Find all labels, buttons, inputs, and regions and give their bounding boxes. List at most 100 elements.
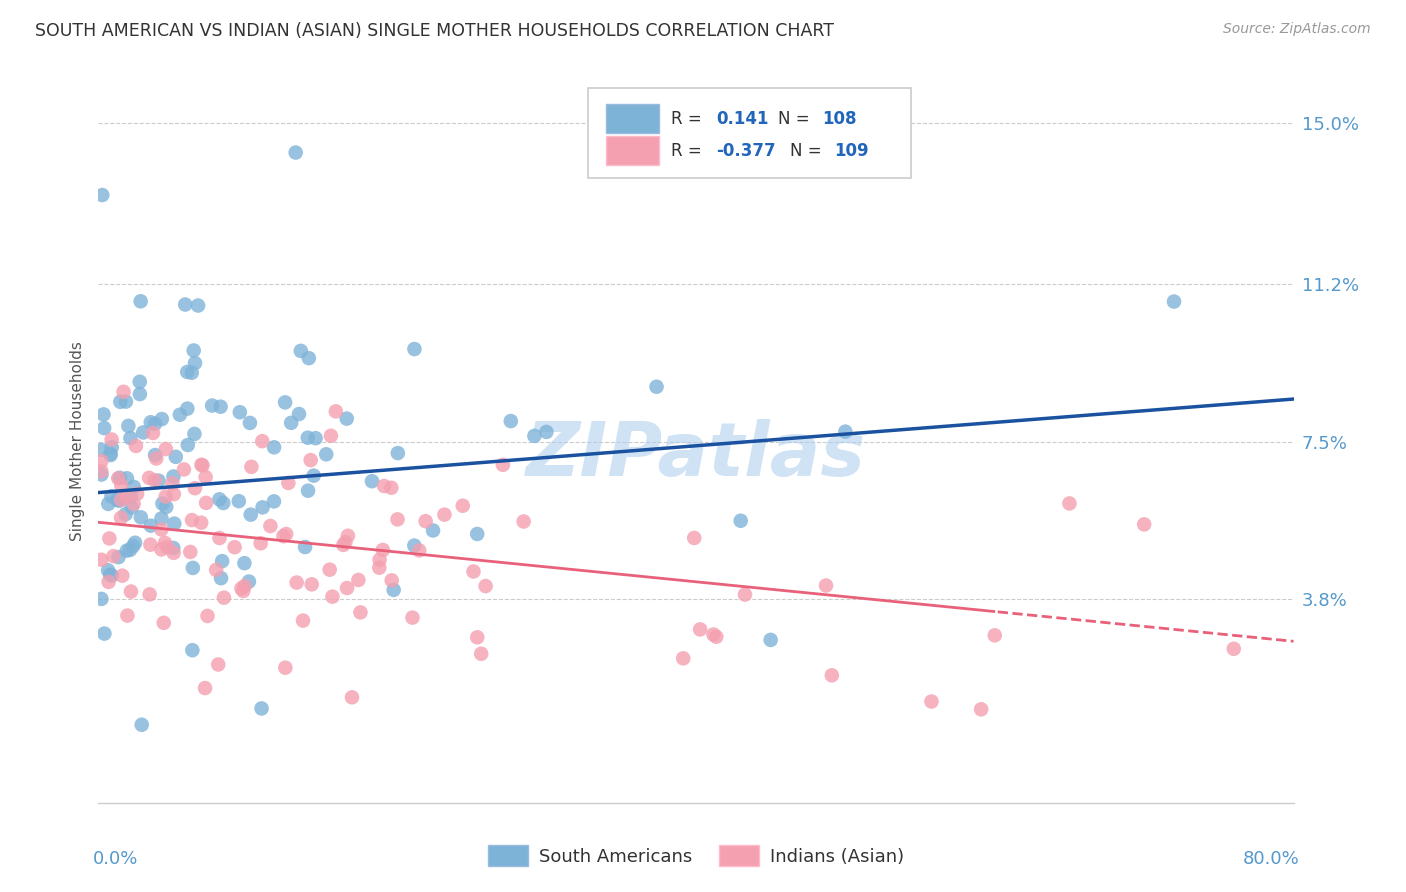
Point xyxy=(208,492,231,507)
Point xyxy=(212,496,235,510)
Point xyxy=(201,399,224,413)
Point xyxy=(138,587,160,601)
Legend: South Americans, Indians (Asian): South Americans, Indians (Asian) xyxy=(481,838,911,873)
Point xyxy=(90,464,112,478)
Point xyxy=(105,492,128,507)
Point xyxy=(304,431,326,445)
Text: N =: N = xyxy=(790,142,827,160)
Text: 80.0%: 80.0% xyxy=(1243,850,1299,868)
Point xyxy=(231,582,253,596)
Text: SOUTH AMERICAN VS INDIAN (ASIAN) SINGLE MOTHER HOUSEHOLDS CORRELATION CHART: SOUTH AMERICAN VS INDIAN (ASIAN) SINGLE … xyxy=(35,22,834,40)
Point xyxy=(319,429,342,443)
Text: 0.141: 0.141 xyxy=(716,110,769,128)
Point xyxy=(233,579,256,593)
Point xyxy=(252,434,274,449)
Point xyxy=(194,470,217,484)
Y-axis label: Single Mother Households: Single Mother Households xyxy=(69,342,84,541)
Point xyxy=(187,299,209,313)
Point xyxy=(110,510,132,524)
Text: 0.0%: 0.0% xyxy=(93,850,138,868)
Point xyxy=(672,651,695,665)
Point xyxy=(382,582,405,597)
Point xyxy=(184,481,207,495)
Point xyxy=(100,448,122,462)
Point xyxy=(150,523,173,537)
Point xyxy=(115,543,138,558)
Point xyxy=(98,532,121,546)
Point xyxy=(335,535,357,549)
Point xyxy=(239,508,262,522)
Point xyxy=(122,480,145,494)
Point xyxy=(194,681,217,695)
Point xyxy=(179,545,201,559)
Point xyxy=(285,575,308,590)
Point xyxy=(381,574,404,588)
Point xyxy=(150,511,173,525)
Point xyxy=(165,450,187,464)
Point xyxy=(921,694,943,708)
Point xyxy=(332,538,354,552)
Point xyxy=(451,499,474,513)
Point xyxy=(143,417,166,431)
Point xyxy=(93,421,115,435)
Point xyxy=(121,500,143,515)
Point xyxy=(336,529,359,543)
Point xyxy=(153,536,176,550)
Point xyxy=(155,490,177,504)
Point xyxy=(209,400,232,414)
Point xyxy=(150,412,173,426)
Point xyxy=(704,630,727,644)
Text: R =: R = xyxy=(671,142,707,160)
Point xyxy=(276,527,298,541)
Point xyxy=(107,492,129,507)
Point xyxy=(162,546,184,560)
Point xyxy=(120,584,142,599)
Point xyxy=(120,542,142,557)
Point xyxy=(404,342,426,356)
Text: Source: ZipAtlas.com: Source: ZipAtlas.com xyxy=(1223,22,1371,37)
Point xyxy=(108,493,131,508)
Point xyxy=(250,701,273,715)
Point xyxy=(90,467,112,482)
Text: 108: 108 xyxy=(823,110,858,128)
Point xyxy=(1163,294,1185,309)
Point xyxy=(349,606,371,620)
Point xyxy=(284,145,307,160)
Point xyxy=(128,375,150,389)
Point xyxy=(336,411,359,425)
Point xyxy=(387,446,409,460)
Point xyxy=(274,661,297,675)
Point xyxy=(465,527,488,541)
Point xyxy=(1059,496,1081,510)
Point xyxy=(143,473,166,487)
Point xyxy=(181,513,204,527)
Point xyxy=(212,591,235,605)
Point xyxy=(162,541,184,555)
Point xyxy=(347,573,370,587)
Point xyxy=(162,469,184,483)
Point xyxy=(111,568,134,582)
Point xyxy=(208,531,231,545)
Point xyxy=(97,563,120,577)
Point xyxy=(176,365,198,379)
Point xyxy=(224,540,246,554)
Point xyxy=(361,474,384,488)
Point xyxy=(228,494,250,508)
Point xyxy=(492,458,515,472)
Point xyxy=(128,387,150,401)
Point xyxy=(115,471,138,485)
Point xyxy=(177,438,200,452)
Point xyxy=(163,516,186,531)
Point xyxy=(401,610,423,624)
Point xyxy=(100,433,122,447)
Point xyxy=(90,454,112,468)
FancyBboxPatch shape xyxy=(589,87,911,178)
Point xyxy=(422,524,444,538)
Point xyxy=(181,561,204,575)
Point xyxy=(233,556,256,570)
Point xyxy=(122,497,145,511)
Point xyxy=(408,543,430,558)
Point xyxy=(183,426,205,441)
Point xyxy=(138,471,160,485)
Point xyxy=(100,447,122,461)
